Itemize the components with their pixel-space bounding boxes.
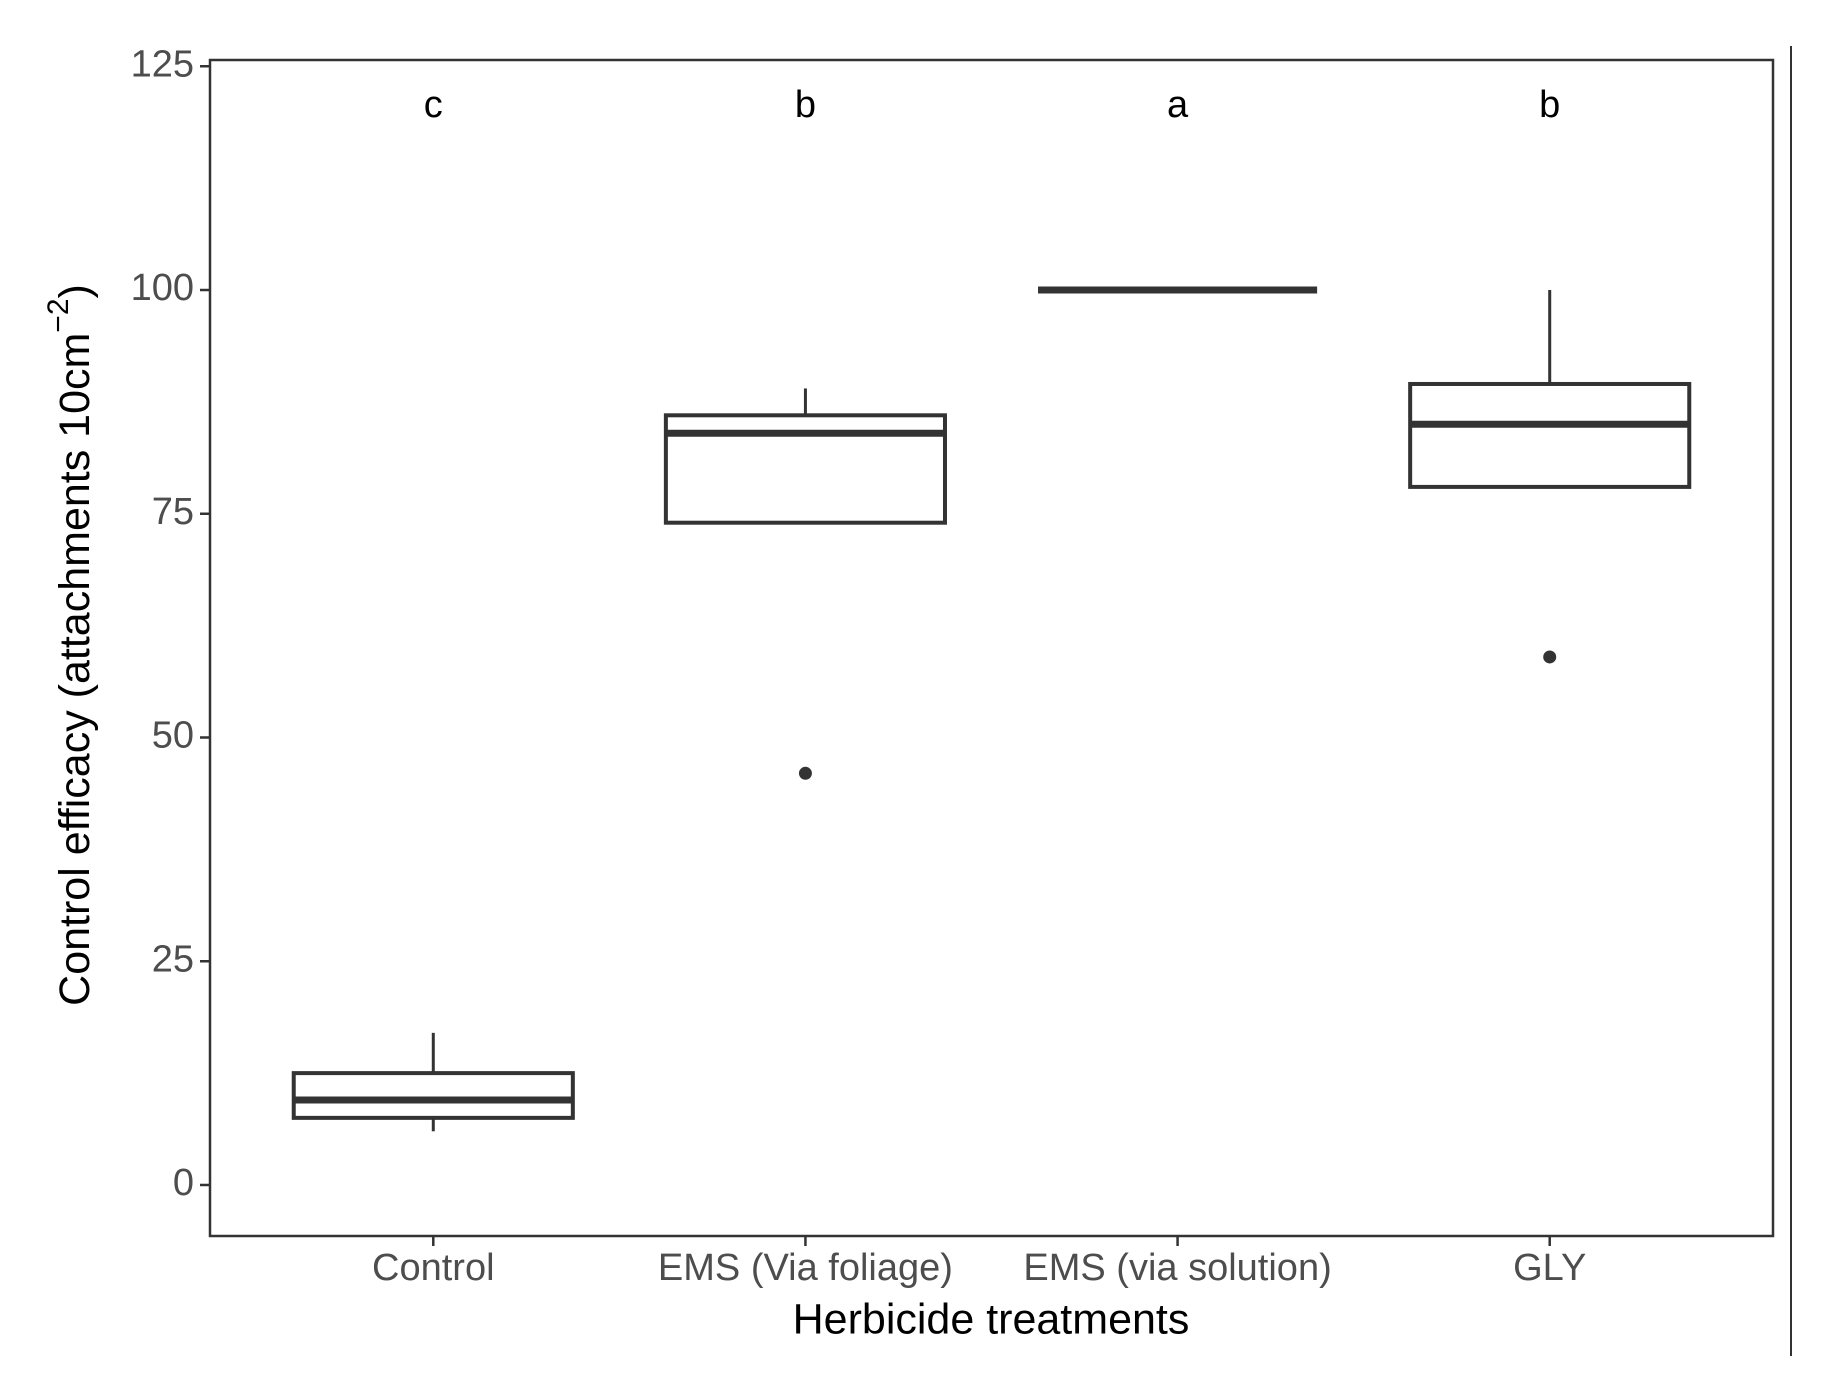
y-axis-title-superscript: −2 [42,298,75,332]
y-tick-label: 125 [131,43,194,85]
x-tick-label: GLY [1513,1247,1586,1289]
group-letter: c [424,84,443,126]
x-tick-label: EMS (Via foliage) [658,1247,953,1289]
y-tick-label: 25 [152,938,194,980]
plot-border [208,58,1775,1238]
box [291,1071,575,1120]
group-letter: a [1167,84,1189,126]
y-tick-label: 75 [152,491,194,533]
outlier [798,766,812,780]
y-axis-title: Control efficacy (attachments 10cm−2) [42,284,99,1006]
y-tick-label: 50 [152,715,194,757]
x-tick-label: EMS (via solution) [1023,1247,1331,1289]
group-letter: b [795,84,816,126]
y-tick-label: 100 [131,267,194,309]
outlier [1543,650,1557,664]
x-tick-label: Control [372,1247,495,1289]
y-axis-title-end: ) [51,284,99,298]
y-axis-title-text: Control efficacy (attachments 10cm [51,333,99,1006]
y-tick-label: 0 [173,1162,194,1204]
x-axis-title: Herbicide treatments [793,1295,1190,1343]
group-letter: b [1539,84,1560,126]
box [1408,381,1692,489]
